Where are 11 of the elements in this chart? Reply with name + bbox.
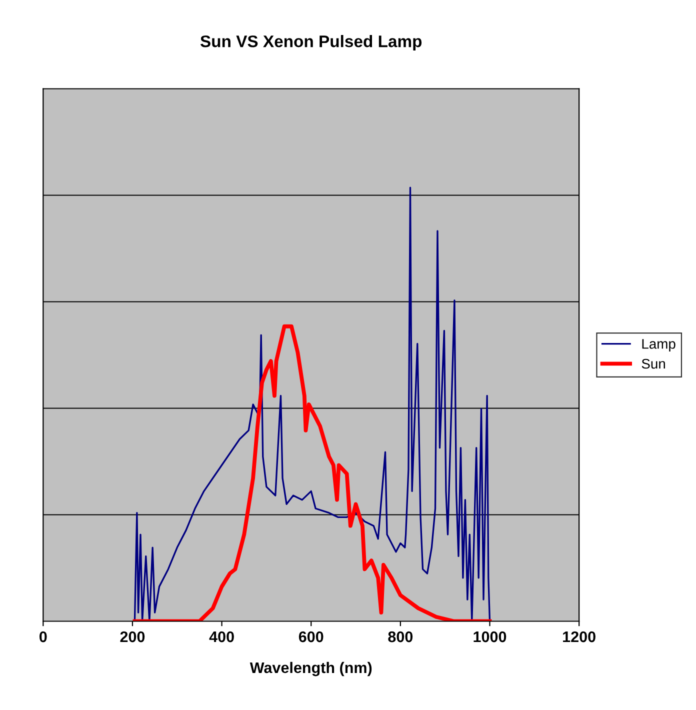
x-tick-label: 0	[40, 631, 47, 642]
x-tick-label: 600	[298, 631, 324, 642]
legend-label: Sun	[642, 358, 665, 369]
x-tick-label: 200	[120, 631, 145, 642]
x-axis-title: Wavelength (nm)	[250, 662, 372, 676]
x-tick-label: 800	[388, 631, 413, 642]
x-tick-label: 400	[209, 631, 234, 642]
x-tick-label: 1200	[563, 631, 596, 642]
legend-label: Lamp	[642, 339, 676, 352]
x-tick-label: 1000	[474, 631, 506, 642]
chart-title: Sun VS Xenon Pulsed Lamp	[200, 35, 422, 51]
